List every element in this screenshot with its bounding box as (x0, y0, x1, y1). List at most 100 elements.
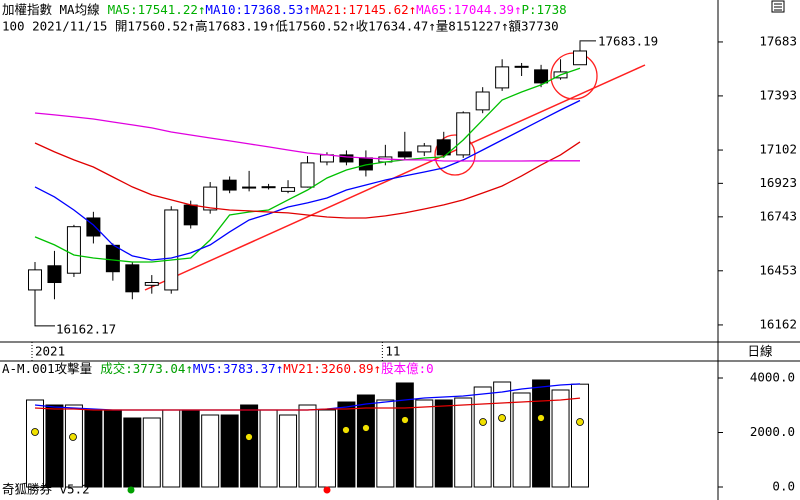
volume-bar (220, 414, 239, 488)
volume-bar (454, 397, 473, 488)
candle-body (125, 264, 140, 293)
legend-item: MV21:3260.89↑ (283, 361, 381, 376)
legend-item: P:1738 (522, 2, 567, 17)
y-tick-label: 16453 (759, 262, 797, 277)
candle-body (339, 154, 354, 163)
legend-item: MA5:17541.22↑ (108, 2, 206, 17)
volume-bar (45, 404, 64, 488)
volume-bar (376, 399, 395, 488)
volume-bar (64, 404, 83, 488)
signal-dot (31, 428, 39, 436)
volume-bar (356, 394, 375, 488)
legend: 加權指數 MA均線 MA5:17541.22↑MA10:17368.53↑MA21… (2, 2, 567, 17)
candle-body (300, 162, 315, 188)
signal-dot (323, 486, 331, 494)
volume-bar (512, 392, 531, 488)
volume-bar (162, 409, 181, 488)
candle-body (573, 50, 587, 66)
volume-bar (298, 404, 317, 488)
legend-item: MA10:17368.53↑ (205, 2, 310, 17)
candle-body (475, 91, 490, 111)
candle-body (495, 66, 510, 89)
signal-dot (401, 416, 409, 424)
volume-bar (317, 409, 336, 488)
annotation-leader (579, 40, 596, 42)
menu-icon[interactable] (771, 0, 785, 13)
candle-body (397, 151, 412, 158)
footer: 奇狐勝券 v5.2 (2, 482, 90, 497)
candle-body (222, 179, 237, 191)
candle-body (86, 217, 101, 237)
y-tick-label: 16923 (759, 175, 797, 190)
candle-body (144, 282, 159, 286)
candle-body (28, 269, 42, 291)
candle-body (436, 139, 451, 156)
volume-bar (142, 417, 161, 488)
candle-body (164, 209, 179, 291)
legend: A-M.001攻擊量 成交:3773.04↑MV5:3783.37↑MV21:32… (2, 361, 434, 376)
signal-dots (31, 414, 584, 441)
signal-dot (479, 418, 487, 426)
volume-bar (26, 399, 44, 488)
candle-body (281, 187, 296, 192)
highlight-circle (434, 134, 476, 176)
volume-bar (259, 409, 278, 488)
candle-body (534, 69, 549, 84)
volume-bar (473, 386, 492, 488)
y-tick-label: 16743 (759, 208, 797, 223)
y-tick-label: 17393 (759, 87, 797, 102)
volume-bar (434, 399, 453, 488)
high-annotation: 17683.19 (598, 33, 658, 48)
volume-bar (201, 414, 220, 488)
candle-body (514, 65, 529, 68)
candle-body (261, 186, 276, 189)
legend-item: 成交:3773.04↑ (100, 361, 193, 376)
mv-line (34, 397, 581, 411)
x-tick-label: 2021 (35, 344, 65, 359)
legend-item: 股本億:0 (381, 361, 434, 376)
ma-line (34, 141, 581, 219)
volume-bar (123, 417, 142, 488)
volume-bar (395, 382, 414, 488)
panel-title: 加權指數 MA均線 (2, 2, 100, 17)
y-tick-label: 17102 (759, 142, 797, 157)
volume-bar (103, 409, 122, 488)
signal-dot (342, 426, 350, 434)
candle-body (203, 186, 218, 211)
y-tick-label: 17683 (759, 33, 797, 48)
candle-body (242, 186, 257, 189)
signal-dot (127, 486, 135, 494)
candle-body (105, 244, 120, 273)
legend-item: MA21:17145.62↑ (311, 2, 416, 17)
volume-bar (337, 401, 356, 488)
volume-bar (532, 379, 551, 488)
signal-dot (576, 418, 584, 426)
volume-bar (181, 409, 200, 488)
candle-body (456, 112, 471, 156)
candle-body (417, 145, 432, 153)
legend-item: MA65:17044.39↑ (416, 2, 521, 17)
candle-body (47, 265, 62, 284)
signal-dot (362, 424, 370, 432)
ma-line (34, 112, 580, 162)
volume-bar (551, 389, 570, 488)
signal-dot (245, 433, 253, 441)
volume-bar (415, 399, 434, 488)
annotation-leader (34, 324, 55, 327)
ma-line (34, 67, 581, 263)
volume-bar (571, 383, 589, 488)
signal-dot (498, 414, 506, 422)
y-tick-label: 4000.0 (750, 369, 795, 384)
signal-dot (69, 433, 77, 441)
legend-item: MV5:3783.37↑ (193, 361, 283, 376)
candle-body (183, 204, 198, 226)
signal-dot (537, 414, 545, 422)
y-tick-label: 0.0 (772, 478, 795, 493)
volume-bar (240, 404, 259, 488)
period-label: 日線 (747, 344, 773, 359)
x-tick-label: 11 (385, 344, 400, 359)
y-tick-label: 2000.0 (750, 424, 795, 439)
